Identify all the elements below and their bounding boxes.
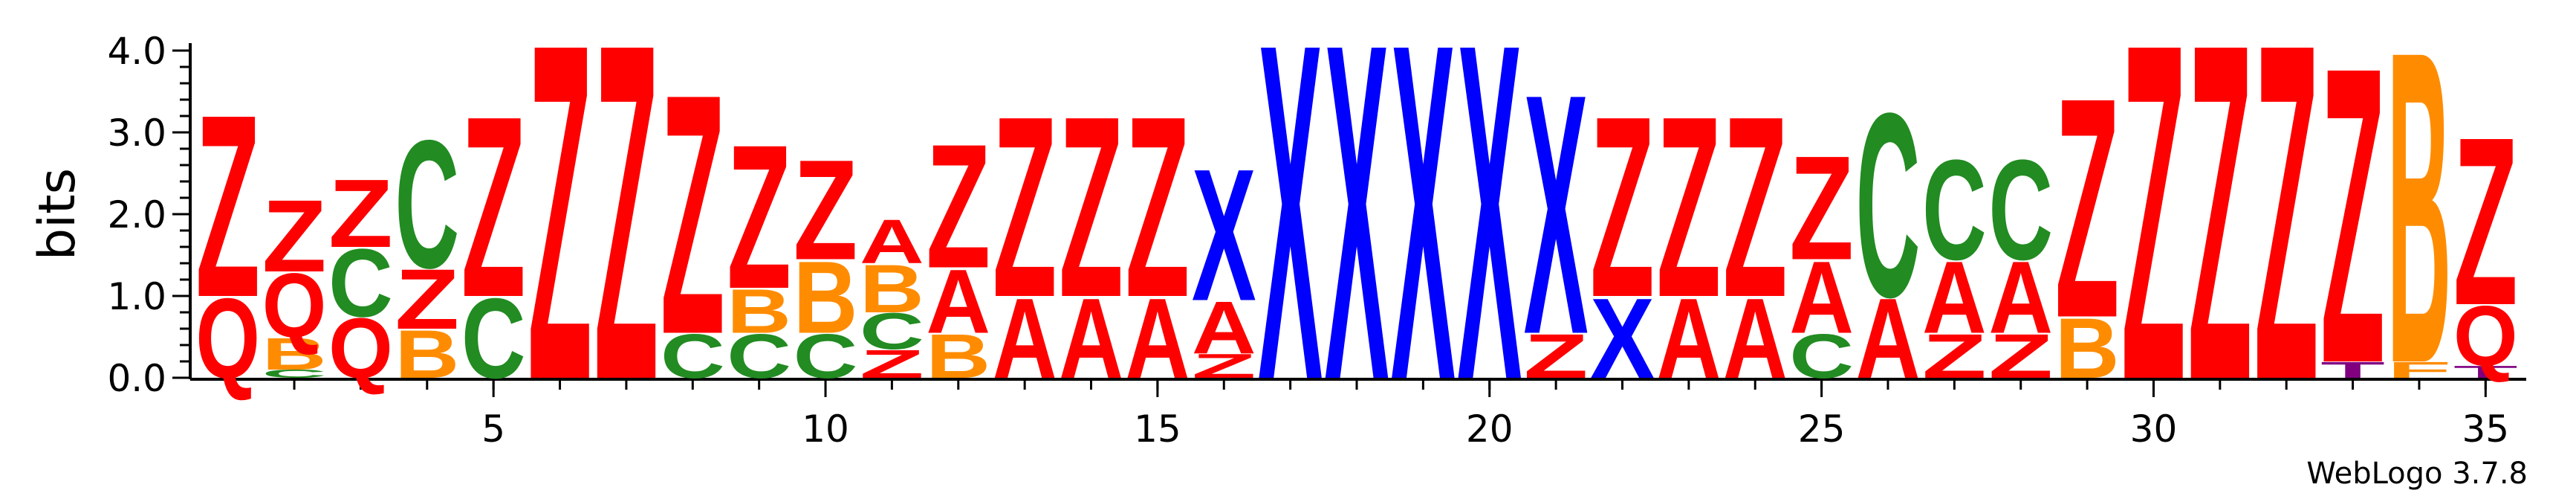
x-tick-label: 35 [2462,408,2510,451]
logo-letter-z: Z [1524,321,1589,391]
logo-letter-z: Z [1657,63,1722,352]
x-tick-label: 15 [1134,408,1181,451]
logo-letter-a: A [1789,241,1854,355]
logo-letter-z: Z [727,102,791,332]
logo-letter-x: X [1590,275,1655,403]
logo-letter-x: X [1325,0,1389,480]
x-tick-label: 5 [481,408,505,451]
logo-letter-b: B [926,321,990,390]
logo-letter-x: X [1258,0,1323,480]
logo-letter-x: X [1457,0,1522,480]
logo-letter-a: A [993,275,1057,403]
x-tick-label: 30 [2130,408,2178,451]
logo-letter-c: C [1789,321,1854,390]
logo-letter-z: Z [1126,63,1190,352]
logo-letter-z: Z [195,60,260,352]
logo-letter-b: B [794,241,858,355]
logo-letter-b: B [2387,0,2452,457]
y-tick-label: 4.0 [107,30,166,73]
logo-letter-z: Z [1723,63,1788,352]
logo-letter-z: Z [2453,86,2518,355]
logo-letter-z: Z [926,107,990,305]
logo-letter-c: C [262,367,327,380]
y-tick-label: 3.0 [107,112,166,155]
logo-letter-c: C [1856,58,1921,352]
logo-letter-a: A [1922,241,1987,355]
logo-letter-t: T [2453,362,2518,381]
logo-letter-t: T [2320,357,2385,382]
logo-letter-z: Z [328,159,393,268]
logo-letter-c: C [661,321,725,390]
logo-letter-z: Z [661,23,725,406]
logo-letter-b: B [262,329,327,379]
logo-letter-q: Q [195,276,260,403]
y-tick-label: 0.0 [107,357,166,400]
logo-letter-c: C [1988,130,2053,290]
logo-letter-a: A [860,206,924,276]
logo-letter-z: Z [794,129,858,289]
logo-letter-x: X [1391,0,1456,480]
logo-letter-b: B [2055,300,2120,396]
logo-letter-z: Z [1590,63,1655,352]
logo-letter-a: A [1657,275,1722,403]
logo-letter-q: Q [262,254,327,356]
logo-letter-z: Z [594,0,659,480]
logo-letter-x: X [1524,22,1589,406]
logo-letter-c: C [1922,130,1987,290]
logo-letter-z: Z [262,178,327,294]
logo-letter-c: C [794,321,858,390]
weblogo-version-footer: WebLogo 3.7.8 [2306,457,2528,491]
logo-letter-z: Z [1922,321,1987,391]
logo-letter-a: A [1192,286,1256,369]
logo-letter-z: Z [860,341,924,386]
logo-letter-z: Z [1059,63,1123,352]
logo-letter-f: F [2387,357,2452,382]
x-tick-label: 20 [1466,408,1514,451]
x-tick-label: 10 [802,408,849,451]
logo-letter-z: Z [993,63,1057,352]
logo-letter-c: C [328,228,393,338]
logo-letter-a: A [1856,275,1921,403]
logo-letter-q: Q [2453,289,2518,384]
logo-letter-z: Z [1192,347,1256,385]
y-tick-label: 1.0 [107,275,166,318]
logo-letter-b: B [395,315,459,392]
logo-letter-a: A [926,250,990,352]
logo-letter-z: Z [2254,0,2319,480]
logo-letter-a: A [1059,275,1123,403]
logo-letter-z: Z [2055,32,2120,383]
y-tick-label: 2.0 [107,193,166,236]
logo-letter-b: B [727,276,791,346]
logo-letter-z: Z [1789,124,1854,291]
logo-letter-c: C [395,102,459,306]
logo-letter-a: A [1988,241,2053,355]
y-axis-label: bits [28,168,87,260]
logo-letter-x: X [1192,129,1256,340]
logo-letter-c: C [860,303,924,361]
logo-letter-z: Z [2320,0,2385,451]
logo-letter-z: Z [461,63,526,352]
chart-axes: 0.0 1.0 2.0 3.0 4.0 5 10 15 20 25 30 35 [107,30,2526,451]
logo-letter-a: A [1126,275,1190,403]
logo-letter-a: A [1723,275,1788,403]
logo-letter-z: Z [2121,0,2186,480]
logo-letter-z: Z [1988,321,2053,391]
x-tick-label: 25 [1798,408,1846,451]
logo-letter-z: Z [395,252,459,347]
logo-letter-c: C [461,275,526,403]
logo-letter-z: Z [528,0,592,480]
logo-letter-q: Q [328,300,393,396]
logo-letter-c: C [727,321,791,390]
logo-letter-z: Z [2187,0,2252,480]
logo-letter-b: B [860,250,924,326]
